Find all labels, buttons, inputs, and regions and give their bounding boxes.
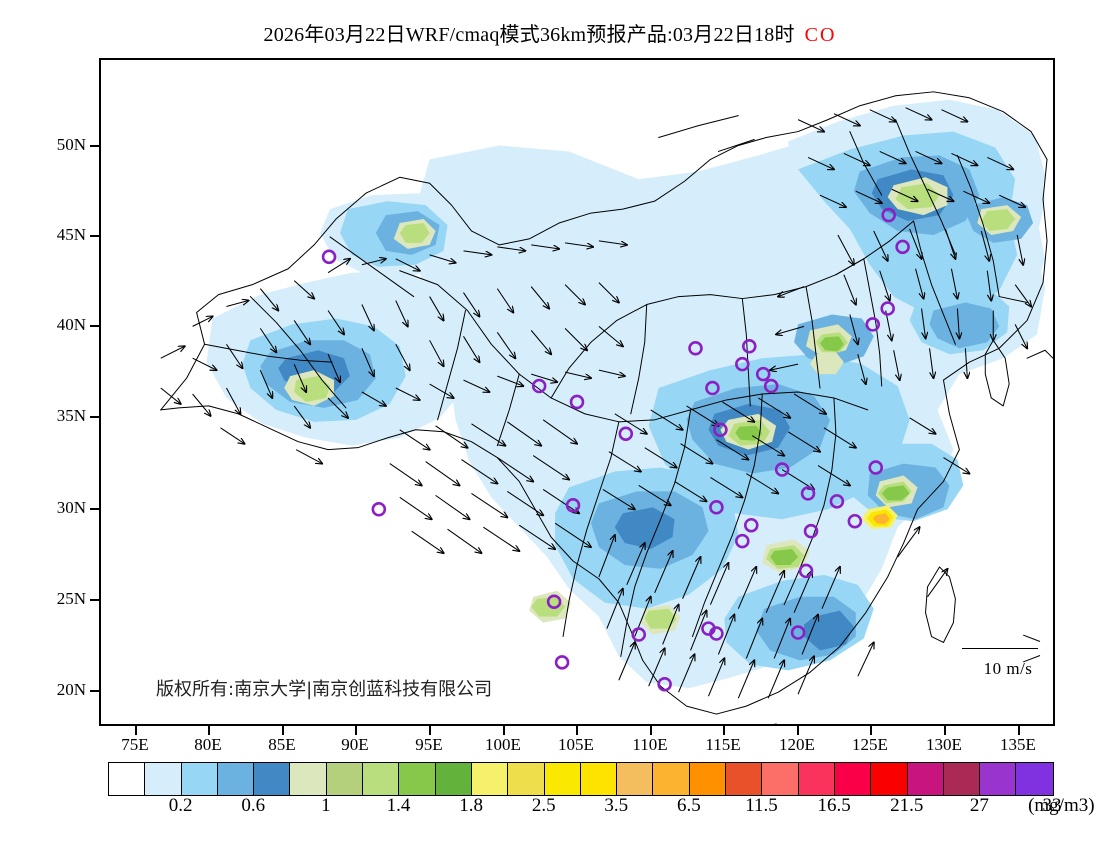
x-label-95e: 95E bbox=[415, 735, 443, 754]
colorbar-swatch-1 bbox=[145, 763, 182, 795]
colorbar-swatch-14 bbox=[617, 763, 654, 795]
y-tick-50n bbox=[90, 145, 99, 147]
co-contour-fill-layer bbox=[206, 99, 1046, 689]
colorbar-swatch-15 bbox=[653, 763, 690, 795]
colorbar-label-9: 16.5 bbox=[817, 795, 851, 816]
colorbar-label-2: 1 bbox=[321, 795, 331, 816]
wind-scale-label: 10 m/s bbox=[983, 659, 1033, 678]
species-label: CO bbox=[804, 24, 837, 46]
colorbar-swatch-17 bbox=[726, 763, 763, 795]
page-title: 2026年03月22日WRF/cmaq模式36km预报产品:03月22日18时 C… bbox=[0, 18, 1100, 47]
colorbar-label-1: 0.6 bbox=[241, 795, 266, 816]
colorbar-swatch-3 bbox=[217, 763, 255, 795]
colorbar-swatch-24 bbox=[980, 763, 1017, 795]
x-tick-95e bbox=[429, 726, 431, 735]
copyright-watermark: 版权所有:南京大学|南京创蓝科技有限公司 bbox=[156, 679, 493, 700]
x-tick-125e bbox=[870, 726, 872, 735]
colorbar-units: (mg/m3) bbox=[1028, 795, 1095, 816]
colorbar-swatch-11 bbox=[508, 763, 545, 795]
y-label-45n: 45N bbox=[56, 225, 86, 244]
y-tick-40n bbox=[90, 325, 99, 327]
x-tick-75e bbox=[135, 726, 137, 735]
x-label-100e: 100E bbox=[485, 735, 521, 754]
colorbar-swatch-23 bbox=[943, 763, 981, 795]
title-text: 2026年03月22日WRF/cmaq模式36km预报产品:03月22日18时 bbox=[263, 24, 795, 46]
x-label-105e: 105E bbox=[558, 735, 594, 754]
colorbar-swatch-9 bbox=[435, 763, 472, 795]
y-tick-20n bbox=[90, 690, 99, 692]
map-layers bbox=[160, 91, 1053, 724]
colorbar-swatch-4 bbox=[254, 763, 291, 795]
x-tick-130e bbox=[944, 726, 946, 735]
colorbar-label-10: 21.5 bbox=[890, 795, 924, 816]
wind-scale-key: 10 m/s bbox=[962, 634, 1054, 679]
wind-arrow-icon bbox=[962, 634, 1054, 663]
x-tick-80e bbox=[208, 726, 210, 735]
y-tick-25n bbox=[90, 599, 99, 601]
colorbar-label-6: 3.5 bbox=[604, 795, 629, 816]
y-tick-35n bbox=[90, 416, 99, 418]
colorbar-swatch-19 bbox=[798, 763, 835, 795]
y-tick-45n bbox=[90, 235, 99, 237]
y-label-35n: 35N bbox=[56, 406, 86, 425]
x-label-80e: 80E bbox=[194, 735, 222, 754]
y-label-40n: 40N bbox=[56, 315, 86, 334]
colorbar-label-5: 2.5 bbox=[531, 795, 556, 816]
colorbar-label-3: 1.4 bbox=[386, 795, 411, 816]
x-label-135e: 135E bbox=[1000, 735, 1036, 754]
colorbar-swatch-5 bbox=[290, 763, 327, 795]
y-label-30n: 30N bbox=[56, 498, 86, 517]
x-label-115e: 115E bbox=[705, 735, 741, 754]
y-label-20n: 20N bbox=[56, 680, 86, 699]
colorbar-label-0: 0.2 bbox=[168, 795, 193, 816]
x-label-125e: 125E bbox=[852, 735, 888, 754]
y-label-50n: 50N bbox=[56, 135, 86, 154]
x-tick-105e bbox=[576, 726, 578, 735]
x-tick-115e bbox=[723, 726, 725, 735]
colorbar-swatch-2 bbox=[181, 763, 218, 795]
x-tick-90e bbox=[355, 726, 357, 735]
x-label-120e: 120E bbox=[779, 735, 815, 754]
colorbar-label-12: 33 bbox=[1042, 795, 1062, 816]
y-label-25n: 25N bbox=[56, 589, 86, 608]
map-canvas bbox=[160, 91, 1053, 724]
colorbar-swatch-0 bbox=[109, 763, 146, 795]
city-marker-layer bbox=[321, 207, 910, 692]
map-plot-area bbox=[99, 58, 1055, 726]
colorbar-swatch-10 bbox=[471, 763, 509, 795]
x-tick-135e bbox=[1018, 726, 1020, 735]
colorbar-swatch-8 bbox=[399, 763, 436, 795]
x-tick-120e bbox=[797, 726, 799, 735]
colorbar-swatch-25 bbox=[1016, 763, 1053, 795]
x-label-75e: 75E bbox=[121, 735, 149, 754]
colorbar-swatch-20 bbox=[834, 763, 872, 795]
colorbar bbox=[108, 762, 1054, 796]
x-tick-110e bbox=[650, 726, 652, 735]
colorbar-swatch-7 bbox=[363, 763, 400, 795]
y-tick-30n bbox=[90, 508, 99, 510]
colorbar-label-7: 6.5 bbox=[677, 795, 701, 816]
colorbar-swatch-6 bbox=[326, 763, 364, 795]
colorbar-swatch-16 bbox=[689, 763, 727, 795]
wind-vector-layer bbox=[160, 107, 1031, 699]
colorbar-swatch-18 bbox=[762, 763, 799, 795]
x-tick-100e bbox=[503, 726, 505, 735]
colorbar-swatch-22 bbox=[907, 763, 944, 795]
x-label-130e: 130E bbox=[926, 735, 962, 754]
colorbar-swatch-12 bbox=[544, 763, 581, 795]
x-label-85e: 85E bbox=[268, 735, 296, 754]
x-label-90e: 90E bbox=[341, 735, 369, 754]
x-tick-85e bbox=[282, 726, 284, 735]
colorbar-label-11: 27 bbox=[969, 795, 989, 816]
x-label-110e: 110E bbox=[632, 735, 668, 754]
colorbar-swatch-13 bbox=[580, 763, 618, 795]
colorbar-label-4: 1.8 bbox=[459, 795, 483, 816]
colorbar-label-8: 11.5 bbox=[745, 795, 778, 816]
colorbar-swatch-21 bbox=[871, 763, 908, 795]
